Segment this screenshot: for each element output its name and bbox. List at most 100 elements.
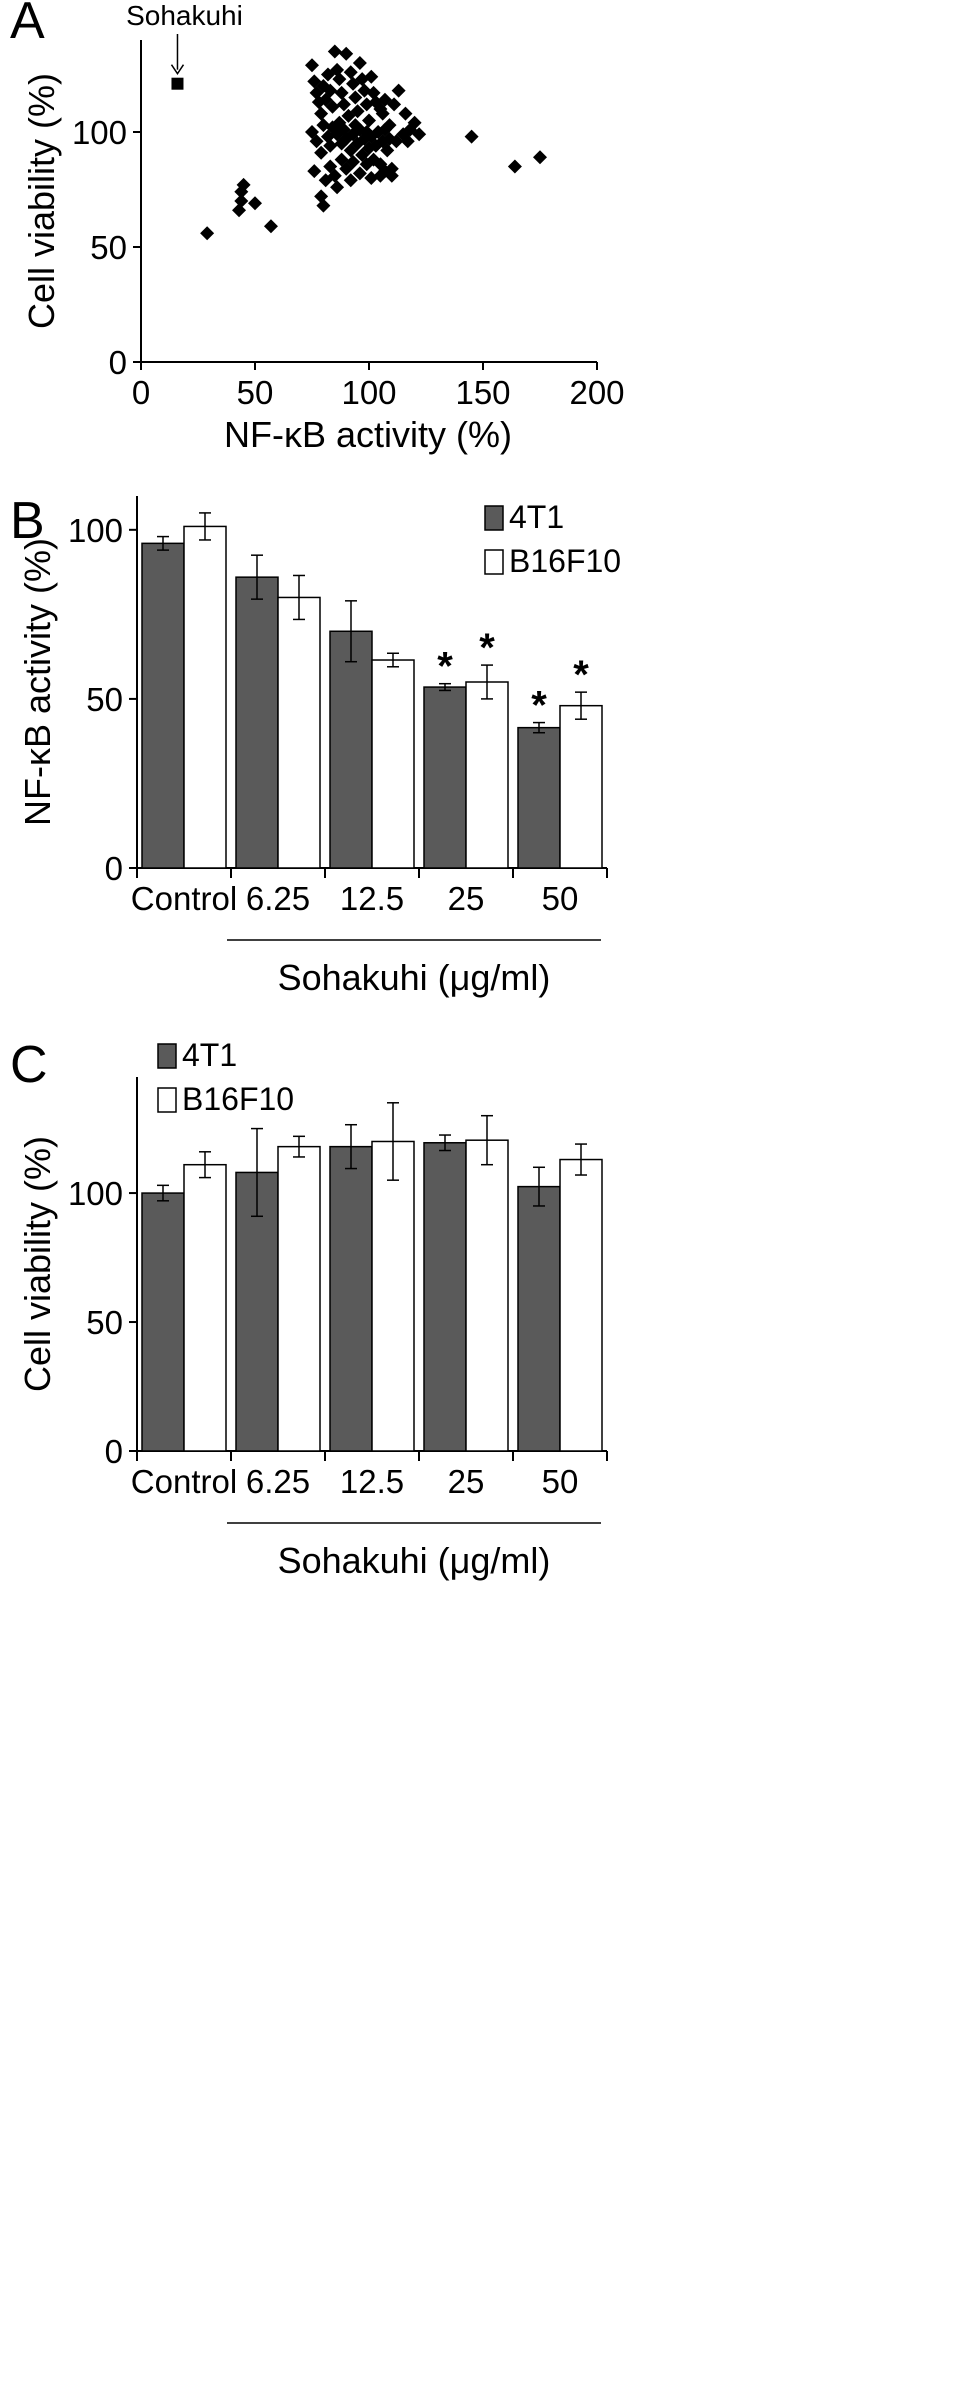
bar-4t1 <box>141 542 185 869</box>
data-point <box>387 97 402 112</box>
panel-c-y-tick-label: 50 <box>86 1304 123 1341</box>
panel-c-category-label: 6.25 <box>246 1463 310 1500</box>
data-point <box>316 198 331 213</box>
legend-label-b16f10: B16F10 <box>509 543 621 579</box>
data-point <box>200 226 215 241</box>
panel-a-y-tick-label: 50 <box>90 229 127 266</box>
data-point <box>400 134 415 149</box>
data-point <box>323 138 338 153</box>
data-point <box>380 143 395 158</box>
panel-a-y-axis-title: Cell viability (%) <box>21 73 62 329</box>
panel-b-y-tick-label: 100 <box>68 512 123 549</box>
panel-c-category-label: 50 <box>542 1463 579 1500</box>
data-point <box>339 46 354 61</box>
panel-a-x-tick-label: 150 <box>455 374 510 411</box>
significance-marker: * <box>437 645 453 689</box>
data-point <box>314 145 329 160</box>
legend-label-b16f10: B16F10 <box>182 1081 294 1117</box>
bar-4t1 <box>517 726 561 869</box>
panel-c-y-axis-title: Cell viability (%) <box>17 1136 58 1392</box>
data-point <box>343 65 358 80</box>
bar-b16f10 <box>183 1163 227 1452</box>
data-point <box>309 134 324 149</box>
data-point <box>325 99 340 114</box>
legend-swatch-4t1 <box>484 505 504 531</box>
panel-a-x-tick-label: 200 <box>569 374 624 411</box>
panel-b-category-label: 50 <box>542 880 579 917</box>
panel-c-category-label: Control <box>131 1463 237 1500</box>
data-point <box>346 154 361 169</box>
significance-marker: * <box>573 653 589 697</box>
data-point <box>533 150 547 165</box>
sohakuhi-arrow-head <box>170 64 185 76</box>
panel-b-category-label: Control <box>131 880 237 917</box>
bar-b16f10 <box>277 1145 321 1452</box>
panel-a-x-tick-label: 50 <box>237 374 274 411</box>
data-point <box>412 127 427 142</box>
panel-b-category-label: 12.5 <box>340 880 404 917</box>
bar-b16f10 <box>371 659 415 869</box>
bar-b16f10 <box>559 1158 603 1452</box>
bar-b16f10 <box>465 681 509 869</box>
legend-label-4t1: 4T1 <box>182 1037 237 1073</box>
panel-c-y-tick-label: 0 <box>105 1433 123 1470</box>
bar-b16f10 <box>371 1140 415 1452</box>
data-point <box>327 44 342 59</box>
sohakuhi-point <box>171 77 184 90</box>
bar-4t1 <box>329 1145 373 1452</box>
bar-4t1 <box>235 576 279 869</box>
bar-4t1 <box>235 1171 279 1452</box>
panel-c-x-axis-title: Sohakuhi (μg/ml) <box>278 1540 551 1581</box>
legend-label-4t1: 4T1 <box>509 499 564 535</box>
data-point <box>464 129 479 144</box>
data-point <box>391 83 406 98</box>
panel-b-category-label: 25 <box>448 880 485 917</box>
panel-c-category-label: 25 <box>448 1463 485 1500</box>
panel-a-y-tick-label: 0 <box>109 344 127 381</box>
data-point <box>382 118 397 133</box>
data-point <box>364 69 379 84</box>
panel-a-label: A <box>10 0 45 50</box>
data-point <box>352 166 367 181</box>
panel-c-category-label: 12.5 <box>340 1463 404 1500</box>
data-point <box>305 58 319 73</box>
data-point <box>248 196 262 211</box>
panel-c-y-tick-label: 100 <box>68 1175 123 1212</box>
data-point <box>330 180 345 195</box>
panel-b-label: B <box>10 492 45 550</box>
panel-a-y-tick-label: 100 <box>72 114 127 151</box>
bar-b16f10 <box>277 596 321 869</box>
data-point <box>341 108 356 123</box>
bar-4t1 <box>423 1142 467 1452</box>
significance-marker: * <box>531 684 547 728</box>
data-point <box>327 168 342 183</box>
panel-b-category-label: 6.25 <box>246 880 310 917</box>
data-point <box>398 106 413 121</box>
panel-c-label: C <box>10 1036 48 1094</box>
data-point <box>334 85 349 100</box>
data-point <box>507 159 522 174</box>
data-point <box>263 219 278 234</box>
bar-b16f10 <box>465 1139 509 1452</box>
significance-marker: * <box>479 626 495 670</box>
data-point <box>352 56 367 70</box>
bar-4t1 <box>141 1192 185 1452</box>
data-point <box>323 83 338 98</box>
bar-b16f10 <box>559 704 603 869</box>
bar-4t1 <box>329 630 373 869</box>
data-point <box>234 194 249 208</box>
data-point <box>348 90 363 105</box>
panel-b-y-tick-label: 0 <box>105 850 123 887</box>
bar-b16f10 <box>183 525 227 869</box>
data-point <box>375 106 390 121</box>
panel-b-x-axis-title: Sohakuhi (μg/ml) <box>278 957 551 998</box>
data-point <box>316 118 331 133</box>
bar-4t1 <box>423 686 467 869</box>
sohakuhi-annotation: Sohakuhi <box>126 0 243 31</box>
data-point <box>348 118 363 133</box>
data-point <box>307 164 322 179</box>
panel-a-x-axis-title: NF-κB activity (%) <box>224 414 512 455</box>
data-point <box>332 72 347 87</box>
bar-4t1 <box>517 1185 561 1452</box>
